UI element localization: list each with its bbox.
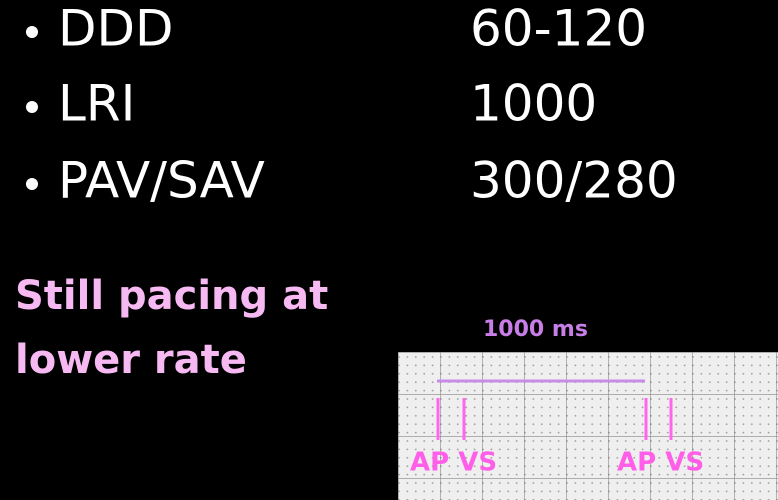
strip-grid xyxy=(398,352,778,500)
bullet-list: DDD 60-120 LRI 1000 PAV/SAV 300/280 xyxy=(26,0,678,210)
interval-label: 1000 ms xyxy=(483,317,588,342)
bullet-label: LRI xyxy=(58,75,135,133)
bullet-dot xyxy=(26,26,38,38)
bullet-dot xyxy=(26,101,38,113)
bullet-label: PAV/SAV xyxy=(58,152,265,210)
note-line: Still pacing at xyxy=(15,273,328,319)
marker-label: AP VS xyxy=(617,448,704,478)
ecg-strip: AP VS AP VS xyxy=(398,352,778,500)
bullet-value: 1000 xyxy=(470,75,597,133)
note-line: lower rate xyxy=(15,337,247,383)
bullet-value: 300/280 xyxy=(470,152,678,210)
bullet-value: 60-120 xyxy=(470,0,647,58)
marker-label: AP VS xyxy=(410,448,497,478)
bullet-label: DDD xyxy=(58,0,174,58)
bullet-dot xyxy=(26,178,38,190)
